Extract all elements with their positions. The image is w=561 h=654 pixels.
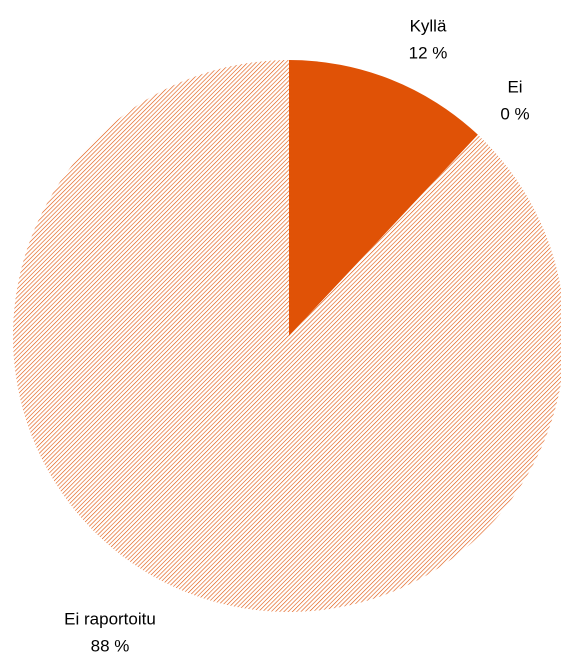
- slice-label: Ei: [507, 77, 522, 96]
- slice-value-label: 88 %: [91, 636, 130, 654]
- slice-value-label: 0 %: [500, 104, 529, 123]
- pie-slice: [289, 60, 478, 336]
- slice-label: Ei raportoitu: [64, 609, 156, 628]
- slice-label: Kyllä: [410, 16, 447, 35]
- slice-value-label: 12 %: [409, 43, 448, 62]
- pie-slice: [13, 60, 561, 612]
